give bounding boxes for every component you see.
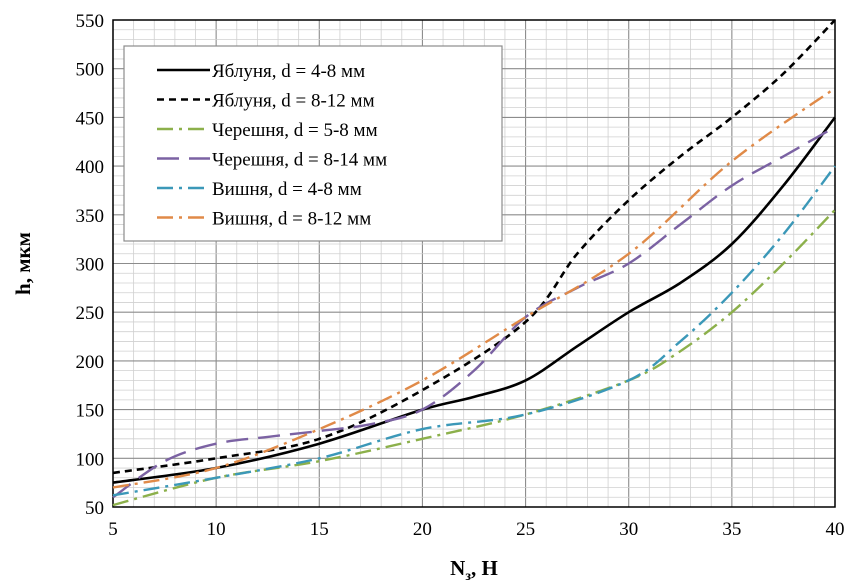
legend-label: Яблуня, d = 4-8 мм (212, 61, 365, 82)
y-tick-label: 500 (76, 60, 105, 81)
x-tick-label: 30 (619, 519, 638, 540)
legend-label: Вишня, d = 4-8 мм (212, 179, 362, 200)
legend-label: Яблуня, d = 8-12 мм (212, 91, 375, 112)
y-tick-label: 100 (76, 449, 105, 470)
x-tick-label: 25 (516, 519, 535, 540)
x-axis-title-main: N (450, 556, 465, 580)
legend-label: Вишня, d = 8-12 мм (212, 209, 371, 230)
legend: Яблуня, d = 4-8 мм Яблуня, d = 8-12 мм Чер… (124, 46, 502, 241)
x-tick-label: 35 (722, 519, 741, 540)
x-tick-label: 15 (310, 519, 329, 540)
y-tick-label: 50 (85, 498, 104, 519)
y-tick-label: 150 (76, 401, 105, 422)
x-axis-title: Nз, Н (450, 556, 498, 584)
x-tick-label: 10 (207, 519, 226, 540)
y-tick-label: 200 (76, 352, 105, 373)
y-tick-label: 400 (76, 157, 105, 178)
y-tick-label: 300 (76, 255, 105, 276)
legend-label: Черешня, d = 5-8 мм (212, 120, 378, 141)
y-tick-label: 250 (76, 303, 105, 324)
y-tick-label: 550 (76, 11, 105, 32)
x-tick-label: 20 (413, 519, 432, 540)
legend-label: Черешня, d = 8-14 мм (212, 150, 387, 171)
x-tick-label: 40 (826, 519, 845, 540)
y-tick-label: 350 (76, 206, 105, 227)
x-tick-label: 5 (108, 519, 118, 540)
x-axis-title-unit: , Н (471, 556, 498, 580)
y-tick-label: 450 (76, 108, 105, 129)
y-axis-title: h, мкм (11, 232, 35, 295)
